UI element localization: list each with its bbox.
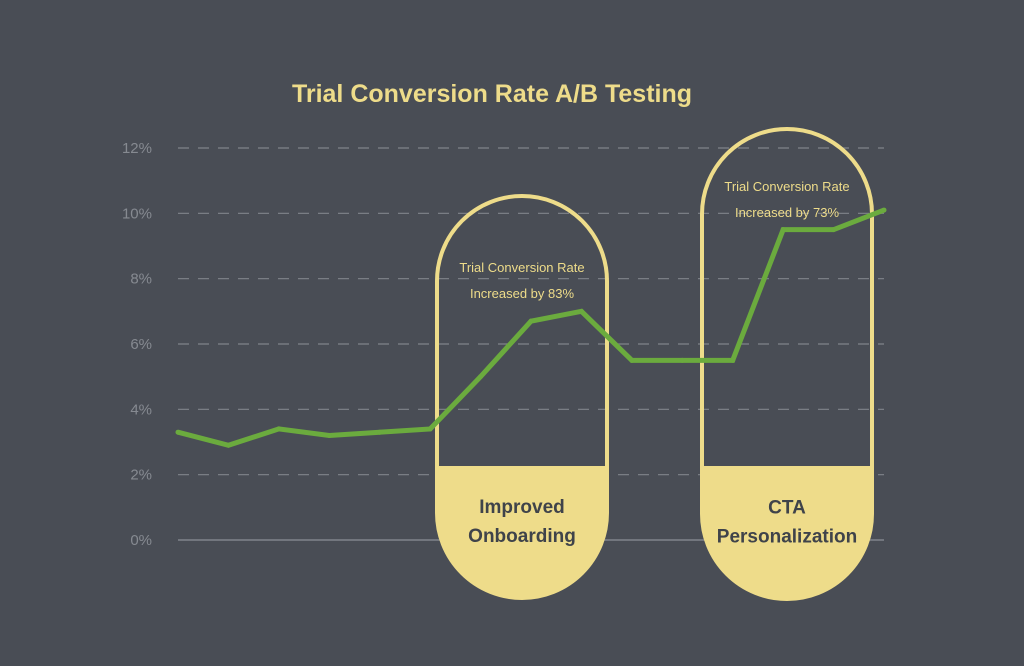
capsule-fill	[437, 466, 607, 598]
capsule-caption-line: CTA	[768, 497, 806, 518]
capsule-caption-line: Personalization	[717, 526, 857, 547]
data-point	[679, 357, 685, 363]
data-point	[175, 429, 181, 435]
chart-title: Trial Conversion Rate A/B Testing	[292, 80, 692, 108]
y-tick-label: 4%	[130, 401, 152, 418]
data-point	[427, 426, 433, 432]
series-polyline	[177, 207, 885, 448]
series-line	[177, 207, 885, 448]
data-point	[831, 227, 837, 233]
capsule-outline	[700, 127, 874, 601]
data-point	[377, 429, 383, 435]
capsule-outline	[435, 194, 609, 600]
y-tick-label: 10%	[122, 205, 152, 222]
y-tick-label: 2%	[130, 467, 152, 484]
data-point	[629, 357, 635, 363]
y-tick-label: 6%	[130, 336, 152, 353]
data-point	[578, 308, 584, 314]
annotation-note-line: Trial Conversion Rate	[724, 179, 849, 194]
series-points	[175, 207, 887, 448]
data-point	[881, 207, 887, 213]
data-point	[326, 432, 332, 438]
annotation-note-line: Trial Conversion Rate	[459, 260, 584, 275]
capsule-fill	[702, 466, 872, 599]
annotation-note-line: Increased by 73%	[735, 205, 840, 220]
data-point	[276, 426, 282, 432]
capsule-caption-line: Improved	[479, 497, 565, 518]
data-point	[730, 357, 736, 363]
data-point	[225, 442, 231, 448]
annotation-capsules	[435, 127, 874, 601]
y-tick-label: 0%	[130, 532, 152, 549]
annotation-note-line: Increased by 83%	[470, 286, 575, 301]
annotation-labels: Improved Onboarding Trial Conversion Rate I…	[459, 179, 857, 547]
data-point	[780, 227, 786, 233]
data-point	[528, 318, 534, 324]
y-tick-label: 8%	[130, 271, 152, 288]
data-point	[478, 374, 484, 380]
y-axis-ticks: 0% 2% 4% 6% 8% 10% 12%	[122, 140, 152, 549]
capsule-caption-line: Onboarding	[468, 526, 576, 547]
y-tick-label: 12%	[122, 140, 152, 157]
